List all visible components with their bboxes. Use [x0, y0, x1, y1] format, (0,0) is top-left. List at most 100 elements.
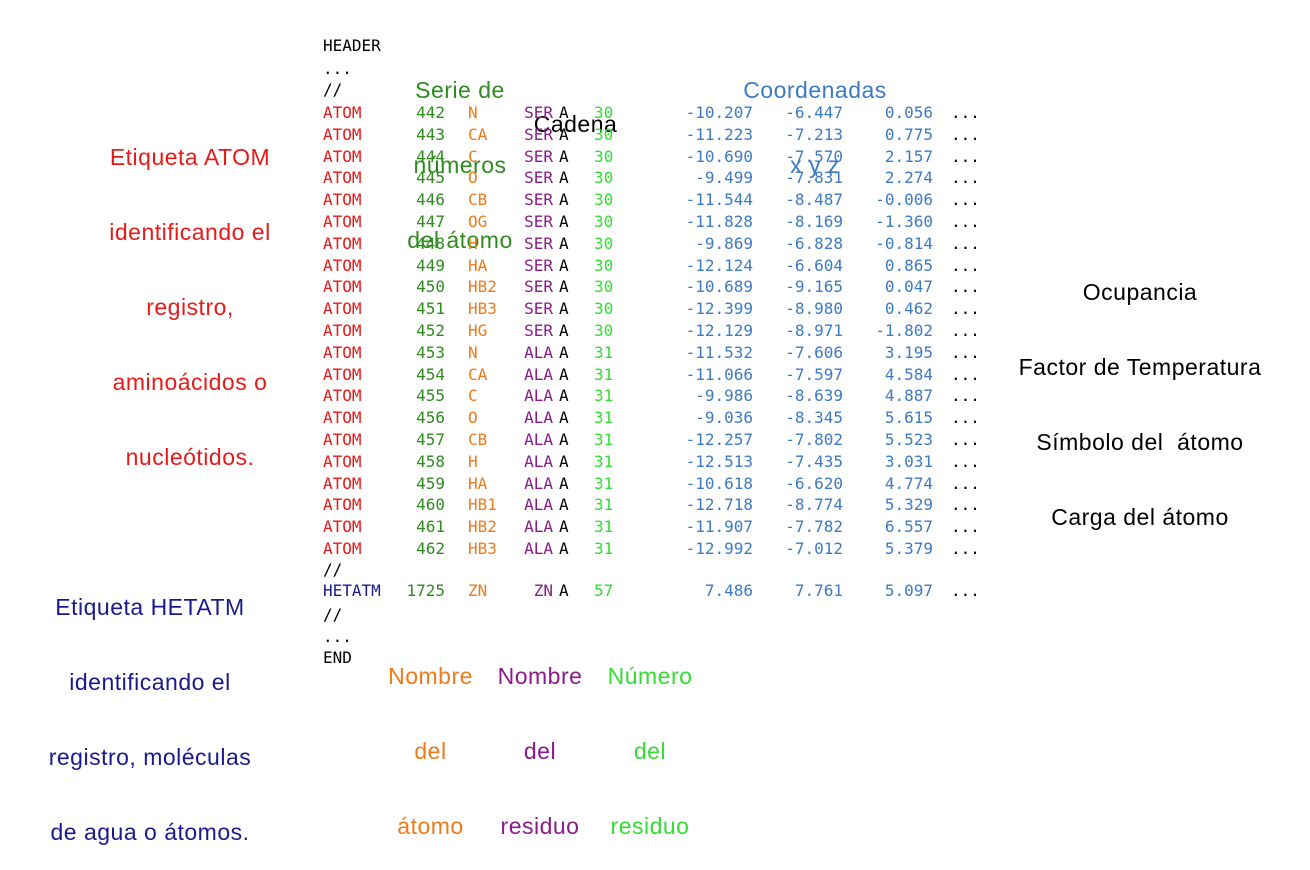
x-coordinate: -9.869	[695, 233, 753, 253]
y-coordinate: -8.971	[785, 321, 843, 340]
residue-number: 31	[594, 451, 614, 471]
y-coordinate: -8.774	[785, 495, 843, 515]
header-line: x y z	[790, 152, 840, 178]
x-coordinate: -12.129	[685, 321, 753, 340]
atom-serial: 451	[416, 299, 445, 319]
z-coordinate: 0.056	[884, 103, 933, 122]
residue-name: SER	[524, 124, 553, 144]
atom-serial: 455	[416, 386, 445, 406]
extra-field-line: Símbolo del átomo	[1036, 429, 1244, 455]
residue-number: 30	[594, 321, 614, 340]
atom-name: CA	[468, 124, 488, 144]
record-type: ATOM	[323, 299, 362, 319]
atom-name: C	[468, 146, 478, 166]
header-line: Nombre	[388, 663, 473, 689]
record-type: ATOM	[323, 212, 362, 231]
atom-name: O	[468, 168, 478, 188]
record-type: ATOM	[323, 430, 362, 449]
x-coordinate: -12.399	[685, 299, 753, 319]
chain-id: A	[559, 146, 569, 166]
chain-id: A	[559, 386, 569, 406]
residue-name: ALA	[524, 408, 553, 428]
more-fields-ellipsis: ...	[951, 233, 980, 253]
atom-serial: 457	[416, 430, 445, 449]
record-type: HETATM	[323, 581, 381, 600]
residue-number: 31	[594, 517, 614, 537]
residue-number: 30	[594, 233, 614, 253]
ellipsis-line: ...	[323, 627, 352, 646]
x-coordinate: -11.066	[685, 364, 753, 384]
x-coordinate: -11.544	[685, 190, 753, 210]
more-fields-ellipsis: ...	[951, 517, 980, 537]
more-fields-ellipsis: ...	[951, 430, 980, 449]
chain-id: A	[559, 233, 569, 253]
record-type: ATOM	[323, 342, 362, 362]
atom-name: H	[468, 451, 478, 471]
hetatm-tag-line: de agua o átomos.	[50, 819, 250, 845]
z-coordinate: -1.360	[875, 212, 933, 231]
atom-name: H	[468, 233, 478, 253]
z-coordinate: 5.329	[884, 495, 933, 515]
ellipsis-line: ...	[323, 59, 352, 78]
atom-name: N	[468, 342, 478, 362]
chain-id: A	[559, 408, 569, 428]
header-line: del	[633, 738, 667, 764]
residue-number: 31	[594, 539, 614, 558]
atom-name: HB2	[468, 277, 497, 297]
chain-id: A	[559, 190, 569, 210]
record-type: ATOM	[323, 473, 362, 493]
atom-serial: 442	[416, 103, 445, 122]
more-fields-ellipsis: ...	[951, 581, 980, 600]
more-fields-ellipsis: ...	[951, 495, 980, 515]
residue-number: 30	[594, 146, 614, 166]
y-coordinate: -6.447	[785, 103, 843, 122]
separator-line: //	[323, 80, 343, 99]
residue-name: SER	[524, 212, 553, 231]
chain-id: A	[559, 451, 569, 471]
more-fields-ellipsis: ...	[951, 539, 980, 558]
record-type: ATOM	[323, 190, 362, 210]
atom-serial: 448	[416, 233, 445, 253]
z-coordinate: 2.274	[884, 168, 933, 188]
atom-name: HB2	[468, 517, 497, 537]
chain-id: A	[559, 517, 569, 537]
y-coordinate: -6.828	[785, 233, 843, 253]
more-fields-ellipsis: ...	[951, 342, 980, 362]
residue-name-column-header: Nombre del residuo	[485, 614, 595, 864]
residue-name: SER	[524, 103, 553, 122]
chain-id: A	[559, 124, 569, 144]
separator-line: //	[323, 605, 343, 624]
residue-name: ALA	[524, 364, 553, 384]
residue-name: SER	[524, 233, 553, 253]
residue-name: SER	[524, 277, 553, 297]
chain-id: A	[559, 539, 569, 558]
atom-name: CB	[468, 190, 488, 210]
residue-name: ALA	[524, 342, 553, 362]
x-coordinate: -11.907	[685, 517, 753, 537]
residue-name: SER	[524, 299, 553, 319]
z-coordinate: 5.097	[884, 581, 933, 600]
z-coordinate: 0.047	[884, 277, 933, 297]
x-coordinate: -12.718	[685, 495, 753, 515]
residue-number: 31	[594, 495, 614, 515]
residue-number: 31	[594, 430, 614, 449]
header-line: residuo	[610, 813, 690, 839]
chain-id: A	[559, 364, 569, 384]
more-fields-ellipsis: ...	[951, 146, 980, 166]
atom-serial: 444	[416, 146, 445, 166]
atom-serial: 460	[416, 495, 445, 515]
atom-serial: 450	[416, 277, 445, 297]
coordinates-column-header: Coordenadas x y z	[720, 28, 910, 203]
header-record-line: HEADER	[323, 36, 381, 55]
chain-id: A	[559, 342, 569, 362]
end-record-line: END	[323, 648, 352, 667]
residue-name: ALA	[524, 386, 553, 406]
x-coordinate: -12.513	[685, 451, 753, 471]
more-fields-ellipsis: ...	[951, 124, 980, 144]
residue-number: 31	[594, 342, 614, 362]
residue-number: 31	[594, 386, 614, 406]
header-line: Número	[607, 663, 693, 689]
z-coordinate: 0.775	[884, 124, 933, 144]
z-coordinate: 0.462	[884, 299, 933, 319]
chain-id: A	[559, 255, 569, 275]
